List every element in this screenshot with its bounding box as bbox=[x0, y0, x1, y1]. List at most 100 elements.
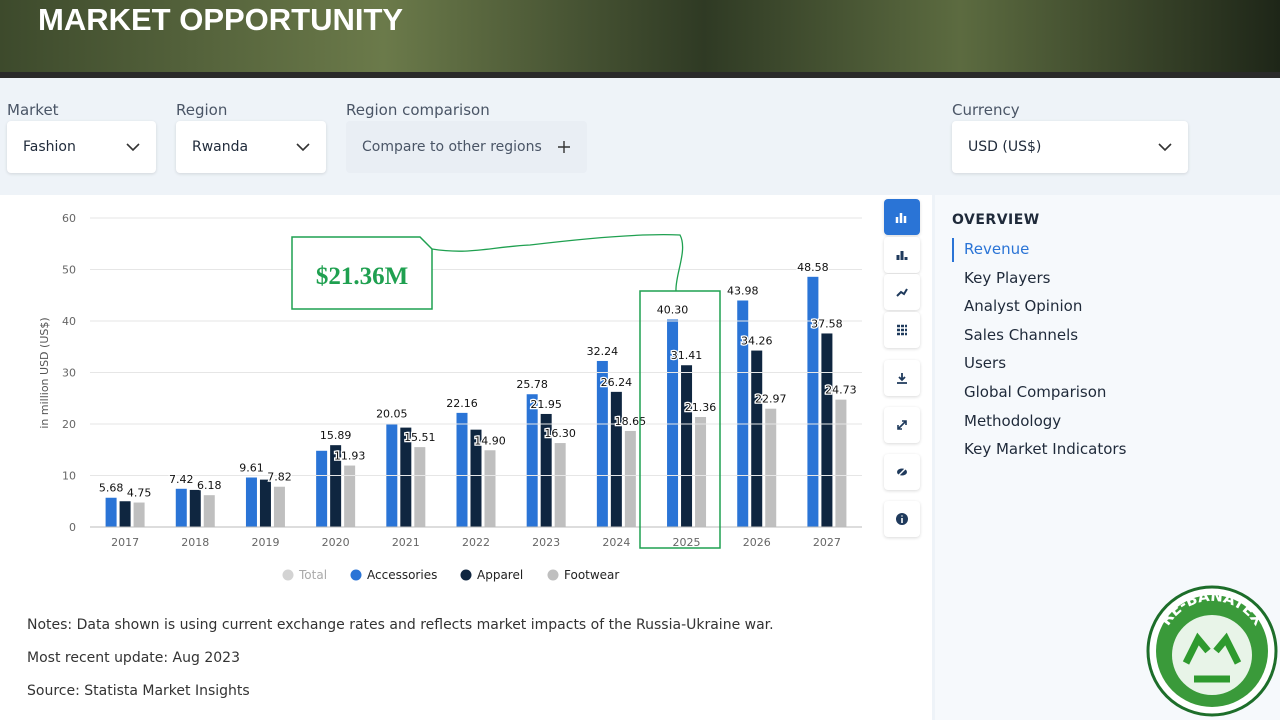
icon bbox=[896, 288, 908, 297]
legend-label: Footwear bbox=[564, 568, 619, 582]
chart: 2027202620252024202320222021202020192018… bbox=[38, 212, 862, 582]
bar bbox=[316, 450, 328, 527]
logo: RE-BANATEX bbox=[1146, 585, 1278, 717]
bar bbox=[526, 394, 538, 527]
value-label: 48.58 bbox=[797, 261, 829, 274]
note: Source: Statista Market Insights bbox=[27, 683, 250, 699]
legend-marker bbox=[350, 569, 362, 581]
value-label: 11.93 bbox=[334, 450, 366, 463]
y-axis-label: in million USD (US$) bbox=[38, 317, 51, 428]
dropdown[interactable]: USD (US$) bbox=[952, 121, 1188, 173]
highlight-box bbox=[639, 290, 721, 549]
overview-item[interactable]: Revenue bbox=[964, 240, 1030, 258]
legend-item[interactable]: Apparel bbox=[460, 568, 524, 582]
overview-item[interactable]: Methodology bbox=[964, 411, 1062, 430]
legend-item[interactable]: Total bbox=[282, 568, 328, 582]
value-label: 15.51 bbox=[404, 431, 436, 444]
bar bbox=[273, 486, 285, 527]
icon bbox=[896, 251, 908, 260]
legend-item[interactable]: Footwear bbox=[547, 568, 620, 582]
filter-label: Region bbox=[176, 101, 228, 119]
bar bbox=[835, 399, 847, 527]
x-tick-label: 2017 bbox=[111, 536, 139, 549]
value-label: 32.24 bbox=[587, 345, 619, 358]
value-label: 31.41 bbox=[671, 349, 703, 362]
value-label: 6.18 bbox=[197, 479, 222, 492]
overview-title: OVERVIEW bbox=[952, 212, 1040, 228]
overview-item[interactable]: Global Comparison bbox=[964, 383, 1107, 401]
bar bbox=[133, 502, 145, 527]
bar bbox=[610, 391, 622, 527]
overview-item[interactable]: Key Market Indicators bbox=[964, 440, 1127, 459]
bar bbox=[189, 489, 201, 527]
dropdown-value: Rwanda bbox=[192, 139, 249, 155]
value-label: 4.75 bbox=[127, 487, 152, 500]
dropdown[interactable]: Rwanda bbox=[176, 121, 326, 173]
banner-title: MARKET OPPORTUNITY bbox=[38, 2, 404, 37]
legend-marker bbox=[460, 569, 472, 581]
y-tick-label: 60 bbox=[62, 212, 76, 225]
legend-label: Accessories bbox=[367, 568, 437, 582]
y-tick-label: 40 bbox=[62, 315, 76, 328]
bar bbox=[400, 427, 412, 527]
bar bbox=[540, 413, 552, 527]
x-tick-label: 2027 bbox=[813, 536, 841, 549]
dropdown-value: Fashion bbox=[23, 139, 76, 155]
x-tick-label: 2022 bbox=[462, 536, 490, 549]
chart-type-button[interactable] bbox=[884, 274, 920, 310]
icon bbox=[895, 213, 907, 223]
bar bbox=[484, 450, 496, 527]
overview-item[interactable]: Users bbox=[964, 354, 1007, 373]
icon bbox=[897, 324, 907, 336]
legend-label: Total bbox=[298, 568, 327, 582]
expand-button[interactable] bbox=[884, 407, 920, 443]
hide-button[interactable] bbox=[884, 454, 920, 490]
value-label: 15.89 bbox=[320, 429, 352, 442]
value-label: 20.05 bbox=[376, 408, 408, 421]
chart-type-button[interactable] bbox=[884, 312, 920, 348]
value-label: 14.90 bbox=[474, 434, 506, 447]
chart-type-button[interactable] bbox=[884, 237, 920, 273]
bar bbox=[175, 488, 187, 527]
value-label: 22.97 bbox=[755, 393, 787, 406]
value-label: 34.26 bbox=[741, 335, 773, 348]
overview-item[interactable]: Key Players bbox=[964, 268, 1051, 287]
info-button[interactable] bbox=[884, 501, 920, 537]
download-button[interactable] bbox=[884, 360, 920, 396]
bar bbox=[344, 465, 356, 527]
bar bbox=[330, 445, 342, 527]
bar bbox=[119, 501, 131, 527]
note: Most recent update: Aug 2023 bbox=[27, 650, 240, 666]
y-tick-label: 50 bbox=[62, 264, 76, 277]
value-label: 24.73 bbox=[825, 384, 857, 397]
overview-item[interactable]: Analyst Opinion bbox=[964, 297, 1083, 316]
dropdown[interactable]: Fashion bbox=[7, 121, 156, 173]
value-label: 21.36 bbox=[685, 401, 717, 414]
bar bbox=[751, 350, 763, 527]
x-tick-label: 2018 bbox=[181, 536, 209, 549]
filter-label: Currency bbox=[952, 101, 1020, 119]
value-label: 37.58 bbox=[811, 317, 843, 330]
value-label: 43.98 bbox=[727, 285, 759, 298]
active-marker bbox=[952, 238, 954, 262]
x-tick-label: 2026 bbox=[743, 536, 771, 549]
chevron bbox=[1158, 143, 1172, 152]
value-label: 22.16 bbox=[446, 397, 478, 410]
legend-item[interactable]: Accessories bbox=[350, 568, 438, 582]
y-tick-label: 10 bbox=[62, 470, 76, 483]
legend-marker bbox=[547, 569, 559, 581]
value-label: 9.61 bbox=[239, 462, 264, 475]
bar bbox=[105, 497, 117, 527]
bar bbox=[737, 300, 749, 527]
bar bbox=[695, 416, 707, 527]
x-tick-label: 2020 bbox=[322, 536, 350, 549]
annotation: $21.36M bbox=[316, 263, 408, 290]
overview-item[interactable]: Sales Channels bbox=[964, 325, 1079, 344]
chart-type-button[interactable] bbox=[884, 199, 920, 235]
value-label: 26.24 bbox=[601, 376, 633, 389]
x-tick-label: 2021 bbox=[392, 536, 420, 549]
x-tick-label: 2019 bbox=[251, 536, 279, 549]
compare-button[interactable]: Compare to other regions bbox=[346, 121, 587, 173]
bar bbox=[259, 479, 271, 527]
